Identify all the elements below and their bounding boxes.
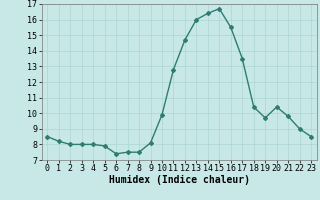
- X-axis label: Humidex (Indice chaleur): Humidex (Indice chaleur): [109, 175, 250, 185]
